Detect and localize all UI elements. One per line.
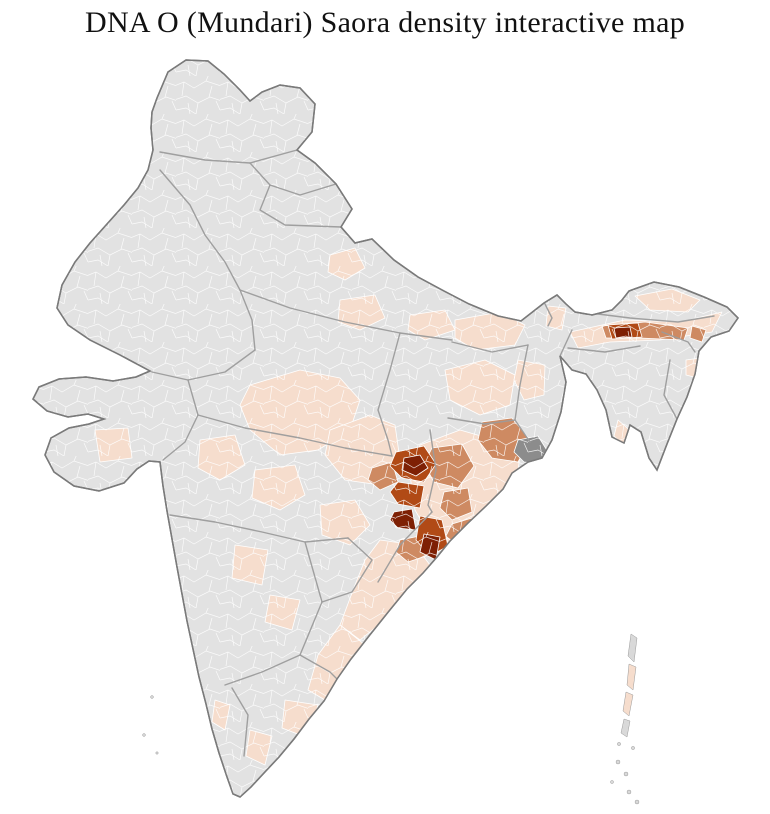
island[interactable] (627, 633, 638, 663)
state-boundary-line (567, 345, 641, 353)
state-boundary-line (224, 654, 301, 686)
state-boundary-line (377, 332, 401, 457)
state-boundary-line (581, 311, 715, 323)
island[interactable] (142, 733, 146, 737)
island[interactable] (623, 771, 629, 777)
page-title: DNA O (Mundari) Saora density interactiv… (84, 6, 685, 39)
islands[interactable] (142, 633, 640, 805)
state-boundary-line (377, 511, 433, 583)
state-boundary-line (259, 184, 342, 228)
state-boundary-line (544, 303, 553, 327)
island[interactable] (626, 663, 637, 691)
state-boundary-line (559, 329, 573, 357)
state-boundary-line (427, 429, 437, 513)
state-boundary-line (299, 654, 338, 680)
island[interactable] (620, 718, 631, 738)
state-boundary-line (514, 344, 531, 443)
state-boundary-line (447, 417, 516, 425)
island[interactable] (615, 759, 621, 765)
state-boundary-line (169, 514, 349, 543)
state-boundary-line (159, 169, 256, 351)
state-boundary-line (231, 687, 249, 757)
state-boundary-line (451, 341, 529, 353)
state-boundary-line (197, 414, 393, 457)
state-boundary-line (661, 331, 696, 353)
state-boundaries (151, 149, 715, 757)
island[interactable] (610, 780, 614, 784)
state-boundary-line (321, 537, 373, 603)
island[interactable] (150, 695, 154, 699)
state-boundary-line (159, 149, 298, 164)
state-boundary-line (151, 349, 256, 381)
state-boundary-line (299, 541, 323, 656)
state-boundary-line (239, 289, 453, 341)
island[interactable] (617, 742, 621, 746)
state-boundary-line (162, 379, 199, 461)
state-boundary-line (249, 162, 337, 196)
state-boundary-line (663, 359, 678, 420)
island[interactable] (622, 691, 634, 717)
island[interactable] (155, 751, 159, 755)
island[interactable] (634, 799, 640, 805)
island[interactable] (631, 746, 635, 750)
island[interactable] (626, 789, 632, 795)
